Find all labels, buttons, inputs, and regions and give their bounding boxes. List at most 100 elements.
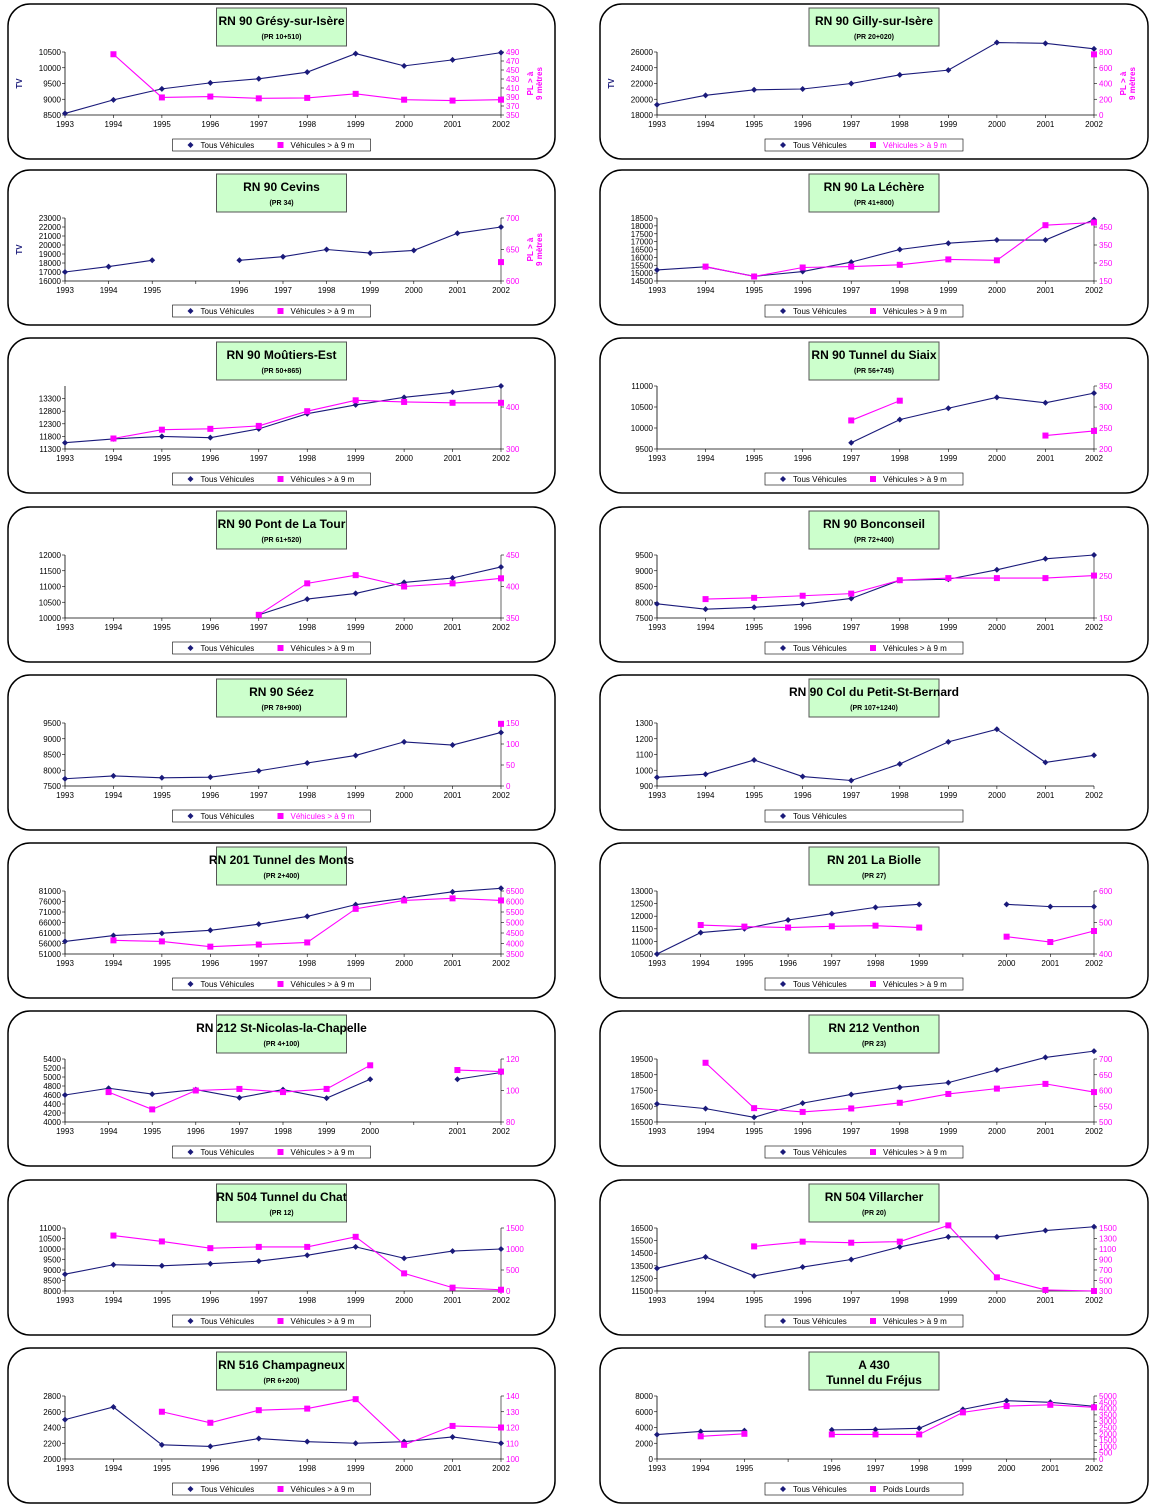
x-tick-label: 1996: [779, 959, 797, 968]
y-tick-label: 8500: [43, 1277, 61, 1286]
data-point: [62, 1416, 68, 1423]
chart-panel: RN 90 Col du Petit-St-Bernard (PR 107+124…: [599, 674, 1149, 831]
x-tick-label: 1997: [250, 623, 268, 632]
chart-subtitle: (PR 78+900): [262, 705, 302, 712]
x-tick-label: 1994: [105, 959, 123, 968]
data-point: [945, 256, 952, 263]
data-point: [62, 269, 68, 275]
series-line: [754, 1224, 1095, 1292]
legend-marker: [187, 813, 194, 819]
series-line: [64, 1246, 502, 1275]
chart-frame: [7, 506, 556, 663]
x-tick-label: 1995: [153, 454, 171, 463]
x-tick-label: 1999: [939, 791, 957, 800]
data-point: [1042, 432, 1049, 439]
data-point: [1091, 903, 1097, 910]
y2-tick-label: 1000: [506, 1245, 524, 1254]
data-point: [1091, 552, 1097, 558]
legend-box: [172, 641, 371, 655]
x-tick-label: 2000: [395, 454, 413, 463]
data-point: [751, 1243, 758, 1250]
series-line: [656, 1226, 1095, 1277]
x-tick-label: 1995: [745, 286, 763, 295]
y2-tick-label: 300: [1099, 403, 1113, 412]
data-point: [323, 1085, 330, 1092]
legend-label: Tous Véhicules: [793, 1485, 847, 1494]
data-point: [449, 742, 456, 749]
x-tick-label: 1995: [745, 1127, 763, 1136]
chart-frame: [7, 169, 556, 326]
legend-label: Tous Véhicules: [201, 812, 255, 821]
data-point: [1091, 1048, 1097, 1055]
series-poids-lourds: [848, 397, 1097, 439]
data-point: [255, 767, 262, 774]
x-tick-label: 1999: [361, 286, 379, 295]
x-tick-label: 1998: [891, 623, 909, 632]
x-tick-label: 1999: [347, 120, 365, 129]
legend-marker: [780, 1318, 786, 1324]
x-tick-label: 1997: [842, 1296, 860, 1305]
y2-axis-label: 9 mètres: [535, 67, 544, 100]
x-tick-label: 1997: [274, 286, 292, 295]
x-tick-label: 1999: [347, 623, 365, 632]
series-line: [64, 385, 502, 444]
legend-label: Véhicules > à 9 m: [291, 812, 355, 821]
y2-tick-label: 1500: [506, 1224, 524, 1233]
y-tick-label: 15000: [631, 269, 654, 278]
y2-tick-label: 250: [1099, 424, 1113, 433]
y-tick-label: 10000: [39, 614, 62, 623]
data-point: [896, 1238, 903, 1245]
legend-marker: [870, 308, 876, 314]
x-tick-label: 1996: [201, 791, 219, 800]
x-tick-label: 1997: [842, 286, 860, 295]
y2-tick-label: 400: [1099, 80, 1113, 89]
legend-label: Véhicules > à 9 m: [291, 141, 355, 150]
data-point: [848, 417, 855, 424]
chart-title-box: [808, 341, 940, 381]
data-point: [304, 1243, 311, 1250]
x-tick-label: 1999: [347, 454, 365, 463]
data-point: [1042, 1054, 1049, 1061]
data-point: [304, 760, 311, 767]
y-tick-label: 9500: [635, 551, 653, 560]
legend-box: [764, 472, 964, 486]
y2-tick-label: 650: [506, 246, 520, 255]
x-tick-label: 1995: [745, 791, 763, 800]
series-poids-lourds: [702, 219, 1097, 280]
y2-tick-label: 410: [506, 84, 520, 93]
y-tick-label: 8500: [43, 751, 61, 760]
y-tick-label: 13500: [631, 1262, 654, 1271]
y2-tick-label: 900: [1099, 1256, 1113, 1265]
y-tick-label: 5200: [43, 1064, 61, 1073]
x-tick-label: 1995: [143, 1127, 161, 1136]
data-point: [207, 943, 214, 950]
y-tick-label: 12000: [631, 912, 654, 921]
y2-tick-label: 2000: [1099, 1430, 1117, 1439]
chart-subtitle: (PR 10+510): [262, 34, 302, 41]
data-point: [401, 1255, 408, 1262]
x-tick-label: 1993: [648, 791, 666, 800]
data-point: [449, 399, 456, 406]
data-point: [158, 426, 165, 433]
chart-frame: [7, 3, 556, 160]
y-tick-label: 10500: [39, 48, 62, 57]
y-tick-label: 4600: [43, 1091, 61, 1100]
chart-frame: [599, 1010, 1149, 1167]
x-tick-label: 2001: [444, 623, 462, 632]
y2-tick-label: 250: [1099, 259, 1113, 268]
data-point: [1047, 903, 1054, 910]
data-point: [828, 1431, 835, 1438]
x-tick-label: 1999: [939, 623, 957, 632]
legend-marker: [277, 981, 284, 987]
data-point: [449, 1284, 456, 1291]
data-point: [158, 94, 165, 101]
y-tick-label: 9500: [43, 1256, 61, 1265]
data-point: [993, 1085, 1000, 1092]
x-tick-label: 1995: [745, 120, 763, 129]
data-point: [449, 888, 456, 895]
legend-marker: [870, 1318, 876, 1324]
x-tick-label: 2000: [395, 1464, 413, 1473]
x-tick-label: 1995: [143, 286, 161, 295]
x-tick-label: 2001: [449, 1127, 467, 1136]
x-tick-label: 2001: [1037, 791, 1055, 800]
